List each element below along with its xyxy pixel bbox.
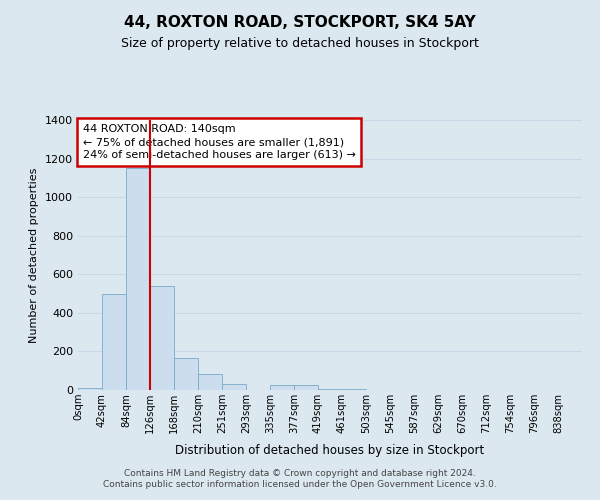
Bar [342, 389, 366, 390]
Bar [270, 385, 294, 390]
Text: Contains HM Land Registry data © Crown copyright and database right 2024.: Contains HM Land Registry data © Crown c… [124, 468, 476, 477]
Bar [102, 294, 126, 390]
X-axis label: Distribution of detached houses by size in Stockport: Distribution of detached houses by size … [175, 444, 485, 458]
Bar [126, 168, 150, 390]
Bar [222, 384, 246, 390]
Text: 44 ROXTON ROAD: 140sqm
← 75% of detached houses are smaller (1,891)
24% of semi-: 44 ROXTON ROAD: 140sqm ← 75% of detached… [83, 124, 356, 160]
Text: Contains public sector information licensed under the Open Government Licence v3: Contains public sector information licen… [103, 480, 497, 489]
Text: Size of property relative to detached houses in Stockport: Size of property relative to detached ho… [121, 38, 479, 51]
Y-axis label: Number of detached properties: Number of detached properties [29, 168, 40, 342]
Bar [78, 388, 102, 390]
Text: 44, ROXTON ROAD, STOCKPORT, SK4 5AY: 44, ROXTON ROAD, STOCKPORT, SK4 5AY [124, 15, 476, 30]
Bar [150, 286, 174, 390]
Bar [318, 389, 342, 390]
Bar [174, 358, 198, 390]
Bar [198, 374, 222, 390]
Bar [294, 385, 318, 390]
